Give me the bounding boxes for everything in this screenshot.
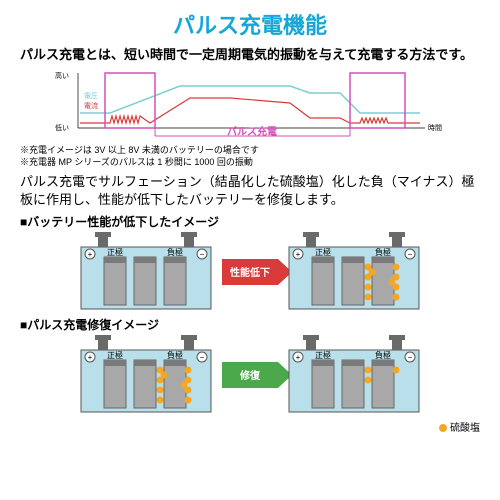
axis-x-label: 時間 <box>428 124 442 132</box>
svg-text:−: − <box>408 353 413 362</box>
current-line <box>80 98 420 123</box>
svg-text:負極: 負極 <box>375 350 391 360</box>
svg-text:+: + <box>296 353 301 362</box>
battery-before-1: + − 正極 負極 <box>76 232 216 312</box>
subtitle: パルス充電とは、短い時間で一定周期電気的振動を与えて充電する方法です。 <box>20 46 480 64</box>
svg-text:−: − <box>408 250 413 259</box>
svg-text:負極: 負極 <box>375 247 391 257</box>
svg-text:負極: 負極 <box>167 350 183 360</box>
note-1: ※充電イメージは 3V 以上 8V 未満のバッテリーの場合です <box>20 145 480 157</box>
svg-text:正極: 正極 <box>107 247 123 257</box>
axis-y-bot: 低い <box>55 123 69 132</box>
pulse-label: パルス充電 <box>227 125 277 138</box>
arrow-degrade: 性能低下 <box>222 259 278 285</box>
notes: ※充電イメージは 3V 以上 8V 未満のバッテリーの場合です ※充電器 MP … <box>20 145 480 168</box>
section2-label: ■パルス充電修復イメージ <box>20 316 480 333</box>
battery-after-1: + − 正極 負極 <box>284 232 424 312</box>
pulse-chart: 高い 低い 時間 電圧 電流 パルス充電 <box>20 68 480 138</box>
svg-text:−: − <box>200 353 205 362</box>
svg-text:負極: 負極 <box>167 247 183 257</box>
section1-label: ■バッテリー性能が低下したイメージ <box>20 213 480 230</box>
legend-text: 硫酸塩 <box>450 423 480 434</box>
battery-after-2: + − 正極 負極 <box>284 335 424 415</box>
note-2: ※充電器 MP シリーズのパルスは 1 秒間に 1000 回の振動 <box>20 157 480 169</box>
svg-text:正極: 正極 <box>315 350 331 360</box>
row-2: + − 正極 負極 修復 + − 正極 負極 <box>20 335 480 415</box>
svg-text:−: − <box>200 250 205 259</box>
svg-text:+: + <box>296 250 301 259</box>
voltage-label: 電圧 <box>84 92 98 100</box>
row-1: + − 正極 負極 性能低下 + − 正極 負極 <box>20 232 480 312</box>
sulfate-icon <box>439 424 447 432</box>
svg-text:正極: 正極 <box>107 350 123 360</box>
legend: 硫酸塩 <box>20 419 480 434</box>
description: パルス充電でサルフェーション（結晶化した硫酸塩）化した負（マイナス）極板に作用し… <box>20 173 480 209</box>
battery-before-2: + − 正極 負極 <box>76 335 216 415</box>
arrow-repair: 修復 <box>222 362 278 388</box>
axis-y-top: 高い <box>55 71 69 80</box>
svg-text:+: + <box>88 353 93 362</box>
svg-text:+: + <box>88 250 93 259</box>
page-title: パルス充電機能 <box>20 8 480 40</box>
svg-text:正極: 正極 <box>315 247 331 257</box>
current-label: 電流 <box>84 101 98 110</box>
